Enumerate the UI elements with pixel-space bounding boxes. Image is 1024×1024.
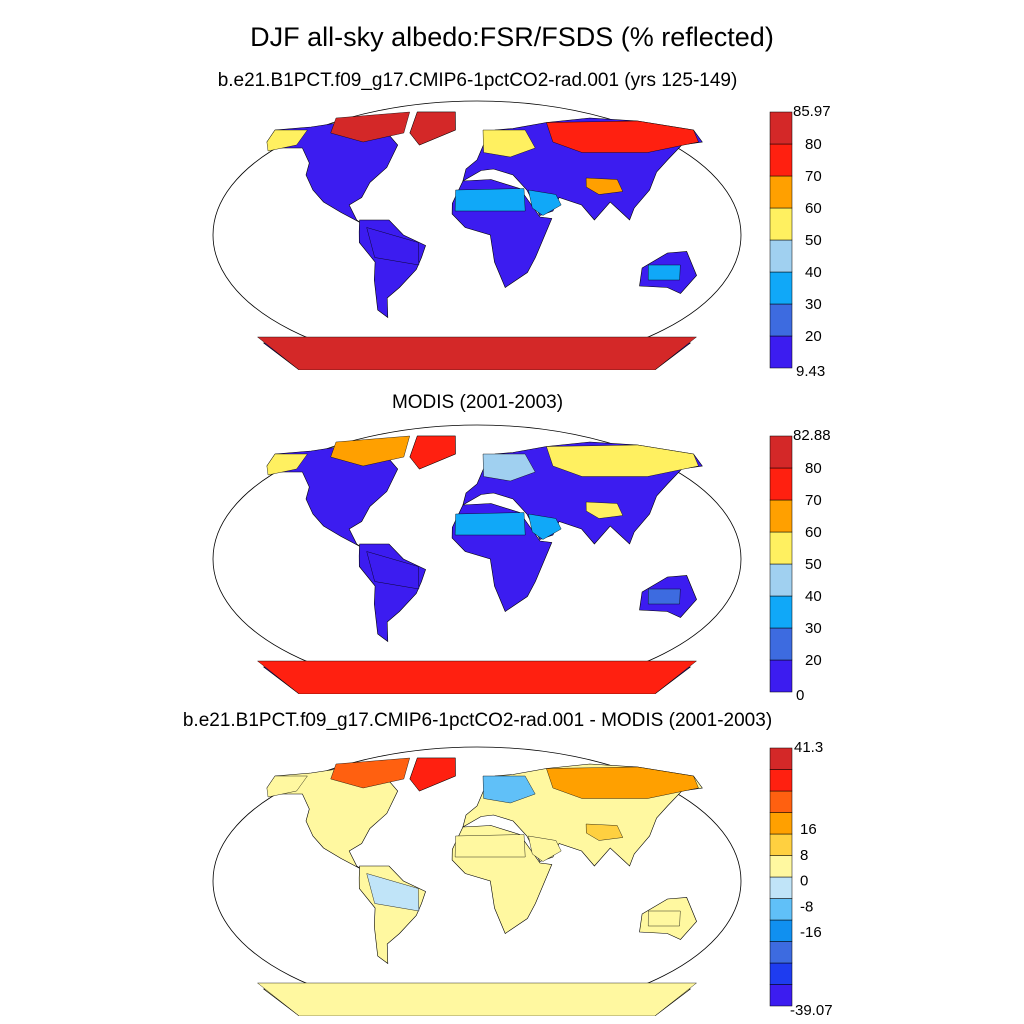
colorbar-tick-label: 0 (800, 873, 808, 890)
colorbar-segment (769, 499, 793, 533)
region-sahara (454, 834, 526, 858)
colorbar-tick-label: 80 (805, 460, 822, 477)
colorbar-segment (769, 919, 793, 942)
colorbar-segment (769, 627, 793, 661)
colorbar-tick-label: 80 (805, 136, 822, 153)
region-antarctica (256, 336, 698, 370)
colorbar-segment (769, 435, 793, 469)
colorbar-tick-label: 60 (805, 524, 822, 541)
region-alaska (266, 453, 308, 476)
colorbar-min-label: 9.43 (796, 363, 825, 376)
region-tropics (366, 551, 420, 590)
region-arctic-canada (330, 435, 410, 467)
panel-2-colorbar: 20 30 40 50 60 70 80 82.88 0 (769, 427, 831, 700)
region-greenland (409, 435, 456, 470)
region-northern-europe (482, 129, 536, 158)
colorbar-segment (769, 531, 793, 565)
region-australia-interior (647, 588, 681, 605)
colorbar-tick-label: -16 (800, 924, 822, 941)
colorbar-tick-label: 30 (805, 620, 822, 637)
region-sahara (454, 188, 526, 212)
colorbar-segment (769, 747, 793, 770)
colorbar-segment (769, 467, 793, 501)
colorbar-segment (769, 563, 793, 597)
colorbar-max-label: 82.88 (793, 427, 831, 444)
colorbar-segment (769, 812, 793, 835)
region-greenland (409, 111, 456, 146)
region-antarctica (256, 660, 698, 694)
panel-3-title: b.e21.B1PCT.f09_g17.CMIP6-1pctCO2-rad.00… (182, 710, 773, 731)
colorbar-tick-label: 50 (805, 232, 822, 249)
colorbar-segment (769, 898, 793, 921)
region-tibetan-plateau (585, 501, 624, 519)
colorbar-segment (769, 984, 793, 1007)
colorbar-tick-label: 20 (805, 328, 822, 345)
colorbar-min-label: -39.07 (790, 1002, 833, 1019)
region-alaska (266, 775, 308, 798)
panel-1-colorbar: 20 30 40 50 60 70 80 85.97 9.43 (769, 103, 831, 376)
colorbar-min-label: 0 (796, 687, 804, 700)
colorbar-segment (769, 303, 793, 337)
colorbar-tick-label: 70 (805, 492, 822, 509)
region-arabia (528, 189, 562, 216)
colorbar-segment (769, 175, 793, 209)
panel-1-map (212, 100, 742, 370)
colorbar-tick-label: 40 (805, 588, 822, 605)
colorbar-tick-label: 20 (805, 652, 822, 669)
region-sahara (454, 512, 526, 536)
region-arabia (528, 835, 562, 862)
region-australia-interior (647, 264, 681, 281)
region-arctic-canada (330, 111, 410, 143)
region-tibetan-plateau (585, 177, 624, 195)
colorbar-segment (769, 941, 793, 964)
colorbar-segment (769, 876, 793, 899)
region-tropics (366, 873, 420, 912)
colorbar-tick-label: 8 (800, 847, 808, 864)
region-alaska (266, 129, 308, 152)
colorbar-tick-label: -8 (800, 898, 813, 915)
colorbar-segment (769, 790, 793, 813)
colorbar-tick-label: 40 (805, 264, 822, 281)
region-siberia (546, 766, 699, 799)
colorbar-segment (769, 143, 793, 177)
region-arctic-canada (330, 757, 410, 789)
region-greenland (409, 757, 456, 792)
colorbar-segment (769, 335, 793, 369)
colorbar-max-label: 85.97 (793, 103, 831, 120)
region-siberia (546, 444, 699, 477)
colorbar-segment (769, 239, 793, 273)
panel-3-map (212, 746, 742, 1016)
colorbar-segment (769, 595, 793, 629)
region-australia-interior (647, 910, 681, 927)
colorbar-tick-label: 50 (805, 556, 822, 573)
region-northern-europe (482, 453, 536, 482)
colorbar-segment (769, 769, 793, 792)
colorbar-segment (769, 855, 793, 878)
region-antarctica (256, 982, 698, 1016)
colorbar-segment (769, 962, 793, 985)
panel-1-title: b.e21.B1PCT.f09_g17.CMIP6-1pctCO2-rad.00… (217, 70, 738, 91)
colorbar-tick-label: 60 (805, 200, 822, 217)
colorbar-segment (769, 659, 793, 693)
region-tropics (366, 227, 420, 266)
region-siberia (546, 120, 699, 153)
panel-3-colorbar: -16 -8 0 8 16 41.3 -39.07 (769, 739, 833, 1019)
colorbar-tick-label: 30 (805, 296, 822, 313)
colorbar-tick-label: 70 (805, 168, 822, 185)
colorbar-segment (769, 111, 793, 145)
colorbar-max-label: 41.3 (794, 739, 823, 756)
region-arabia (528, 513, 562, 540)
panel-2-map (212, 424, 742, 694)
colorbar-segment (769, 271, 793, 305)
colorbar-segment (769, 207, 793, 241)
figure-title: DJF all-sky albedo:FSR/FSDS (% reflected… (250, 22, 774, 52)
region-tibetan-plateau (585, 823, 624, 841)
colorbar-segment (769, 833, 793, 856)
region-northern-europe (482, 775, 536, 804)
colorbar-tick-label: 16 (800, 821, 817, 838)
panel-2-title: MODIS (2001-2003) (391, 392, 564, 413)
